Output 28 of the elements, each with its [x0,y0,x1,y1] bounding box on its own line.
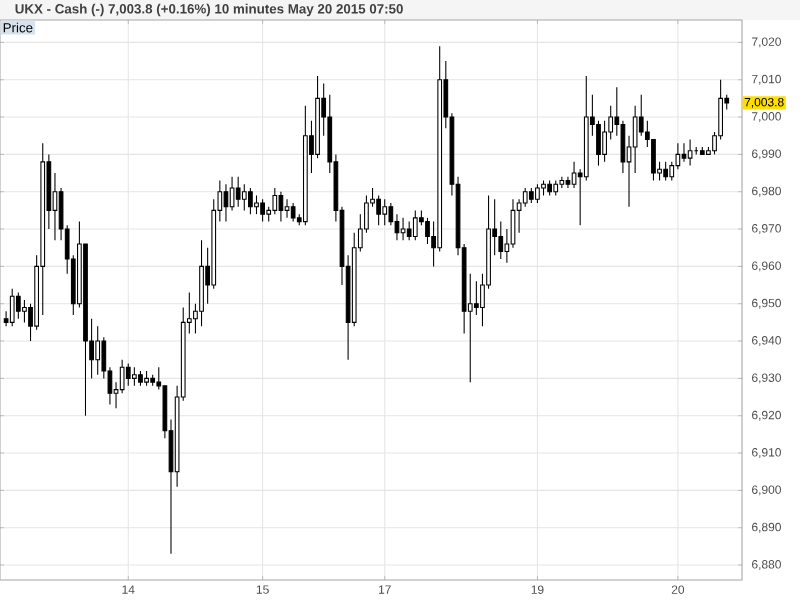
candlestick [278,191,284,223]
candlestick [9,288,15,327]
candlestick [125,362,131,387]
candlestick [565,176,571,189]
candlestick [687,138,693,167]
candlestick [284,198,290,219]
candlestick [22,299,27,323]
candlestick [406,221,412,241]
candlestick [376,194,382,226]
candlestick [290,202,296,223]
candlestick [473,280,479,316]
candlestick [235,176,241,208]
candlestick [248,187,253,215]
candlestick [681,142,687,163]
candlestick [131,366,137,387]
candlestick [254,194,259,215]
candlestick [199,239,204,327]
candlestick [95,325,101,376]
candlestick [382,198,388,226]
candlestick [400,217,406,241]
candlestick [241,183,247,211]
candlestick [412,209,418,241]
candlestick [15,291,21,320]
candlestick [272,187,278,215]
candlestick [535,183,540,204]
candlestick [663,161,669,182]
candlestick [260,198,265,223]
candlestick [223,183,229,223]
